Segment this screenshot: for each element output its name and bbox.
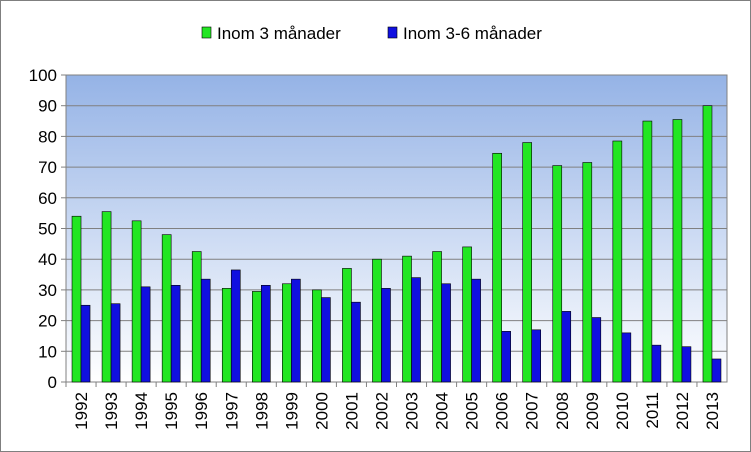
bar-inom-3-1992 bbox=[71, 215, 82, 383]
y-tick-label: 10 bbox=[38, 342, 57, 361]
bar-inom-3-2002 bbox=[372, 258, 382, 383]
bars bbox=[71, 105, 722, 383]
x-tick-label: 2007 bbox=[523, 392, 542, 430]
y-tick-label: 70 bbox=[38, 158, 57, 177]
bar-inom-3-1993 bbox=[101, 211, 112, 383]
y-tick-label: 0 bbox=[48, 373, 57, 392]
x-tick-label: 2012 bbox=[673, 392, 692, 430]
x-tick-label: 2003 bbox=[403, 392, 422, 430]
y-axis-ticks: 0 10 20 30 40 50 60 70 80 90 100 bbox=[29, 66, 66, 392]
bar-inom-3-6-2000 bbox=[321, 297, 331, 383]
bar-inom-3-6-2004 bbox=[441, 283, 451, 383]
x-tick-label: 2004 bbox=[433, 392, 452, 430]
y-tick-label: 40 bbox=[38, 250, 57, 269]
x-tick-label: 1997 bbox=[222, 392, 241, 430]
bar-inom-3-2013 bbox=[702, 105, 713, 383]
x-tick-label: 2006 bbox=[493, 392, 512, 430]
bar-inom-3-6-2007 bbox=[531, 329, 542, 383]
bar-inom-3-6-1998 bbox=[260, 284, 271, 383]
bar-inom-3-6-1999 bbox=[291, 278, 301, 383]
bar-inom-3-6-2005 bbox=[471, 278, 481, 383]
bar-inom-3-2009 bbox=[582, 162, 593, 383]
y-tick-label: 20 bbox=[38, 312, 57, 331]
bar-inom-3-6-2003 bbox=[411, 277, 421, 383]
bar-inom-3-1996 bbox=[191, 251, 202, 383]
legend-label: Inom 3 månader bbox=[217, 24, 341, 43]
bar-inom-3-6-2001 bbox=[351, 301, 361, 383]
bar-inom-3-6-1994 bbox=[140, 286, 151, 383]
bar-inom-3-6-2012 bbox=[681, 346, 692, 383]
x-axis-ticks: 1992 1993 1994 1995 1996 1997 1998 1999 2000 2001… bbox=[65, 382, 722, 430]
bar-inom-3-6-2006 bbox=[501, 331, 511, 383]
x-tick-label: 2011 bbox=[643, 392, 662, 429]
bar-inom-3-6-2011 bbox=[651, 344, 662, 383]
bar-inom-3-6-2002 bbox=[381, 288, 391, 383]
x-tick-label: 2002 bbox=[372, 392, 391, 430]
legend-swatch bbox=[387, 26, 398, 39]
bar-inom-3-2004 bbox=[432, 251, 442, 383]
bar-inom-3-2006 bbox=[492, 152, 502, 383]
bar-inom-3-2012 bbox=[672, 119, 683, 383]
bar-inom-3-1998 bbox=[251, 291, 262, 383]
y-tick-label: 50 bbox=[38, 220, 57, 239]
bar-inom-3-2000 bbox=[312, 289, 322, 383]
x-tick-label: 2000 bbox=[312, 392, 331, 430]
bar-inom-3-1995 bbox=[161, 234, 172, 383]
bar-inom-3-6-1995 bbox=[170, 284, 181, 383]
bar-inom-3-2010 bbox=[612, 140, 623, 383]
bar-inom-3-6-2009 bbox=[591, 317, 602, 383]
x-tick-label: 2001 bbox=[342, 392, 361, 430]
x-tick-label: 1996 bbox=[192, 392, 211, 430]
y-tick-label: 80 bbox=[38, 127, 57, 146]
x-tick-label: 2005 bbox=[463, 392, 482, 430]
bar-inom-3-2001 bbox=[342, 268, 352, 383]
bar-inom-3-6-2013 bbox=[711, 358, 722, 383]
x-tick-label: 2008 bbox=[553, 392, 572, 430]
legend-label: Inom 3-6 månader bbox=[403, 24, 542, 43]
x-tick-label: 1993 bbox=[102, 392, 121, 430]
bar-inom-3-2008 bbox=[552, 165, 563, 383]
y-tick-label: 60 bbox=[38, 189, 57, 208]
bar-inom-3-2007 bbox=[522, 142, 533, 383]
y-tick-label: 90 bbox=[38, 97, 57, 116]
bar-inom-3-1997 bbox=[221, 288, 232, 383]
bar-inom-3-2003 bbox=[402, 255, 412, 383]
bar-inom-3-6-1997 bbox=[230, 269, 241, 383]
x-tick-label: 1998 bbox=[252, 392, 271, 430]
bar-inom-3-1994 bbox=[131, 220, 142, 383]
bar-inom-3-6-1996 bbox=[200, 278, 211, 383]
y-tick-label: 100 bbox=[29, 66, 57, 85]
x-tick-label: 1994 bbox=[132, 392, 151, 430]
x-tick-label: 1992 bbox=[72, 392, 91, 430]
legend: Inom 3 månader Inom 3-6 månader bbox=[201, 24, 542, 43]
x-tick-label: 1999 bbox=[282, 392, 301, 430]
x-tick-label: 2009 bbox=[583, 392, 602, 430]
x-tick-label: 2010 bbox=[613, 392, 632, 430]
x-tick-label: 1995 bbox=[162, 392, 181, 430]
bar-inom-3-6-1992 bbox=[80, 304, 91, 383]
y-tick-label: 30 bbox=[38, 281, 57, 300]
legend-swatch bbox=[201, 26, 212, 39]
x-tick-label: 2013 bbox=[703, 392, 722, 430]
bar-inom-3-1999 bbox=[282, 283, 292, 383]
bar-inom-3-2005 bbox=[462, 246, 472, 383]
bar-inom-3-6-2010 bbox=[621, 332, 632, 383]
bar-inom-3-2011 bbox=[642, 120, 653, 383]
bar-inom-3-6-1993 bbox=[110, 303, 121, 383]
bar-inom-3-6-2008 bbox=[561, 311, 572, 383]
